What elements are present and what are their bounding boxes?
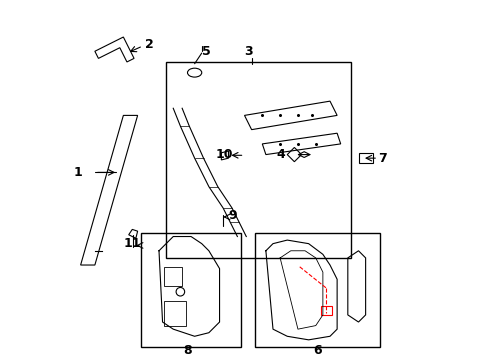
Text: 2: 2 <box>144 38 153 51</box>
Bar <box>166 62 351 258</box>
Bar <box>164 267 182 287</box>
Text: 8: 8 <box>183 344 191 357</box>
Bar <box>164 301 185 325</box>
Bar <box>255 233 379 347</box>
Text: 4: 4 <box>276 148 285 161</box>
Bar <box>141 233 241 347</box>
Text: 6: 6 <box>313 344 321 357</box>
Bar <box>321 306 331 315</box>
Text: 5: 5 <box>202 45 210 58</box>
Text: 3: 3 <box>244 45 253 58</box>
Text: 10: 10 <box>216 148 233 161</box>
Bar <box>358 153 372 163</box>
Text: 7: 7 <box>377 152 386 165</box>
Text: 9: 9 <box>228 209 237 222</box>
Text: 11: 11 <box>123 237 141 250</box>
Text: 1: 1 <box>73 166 82 179</box>
